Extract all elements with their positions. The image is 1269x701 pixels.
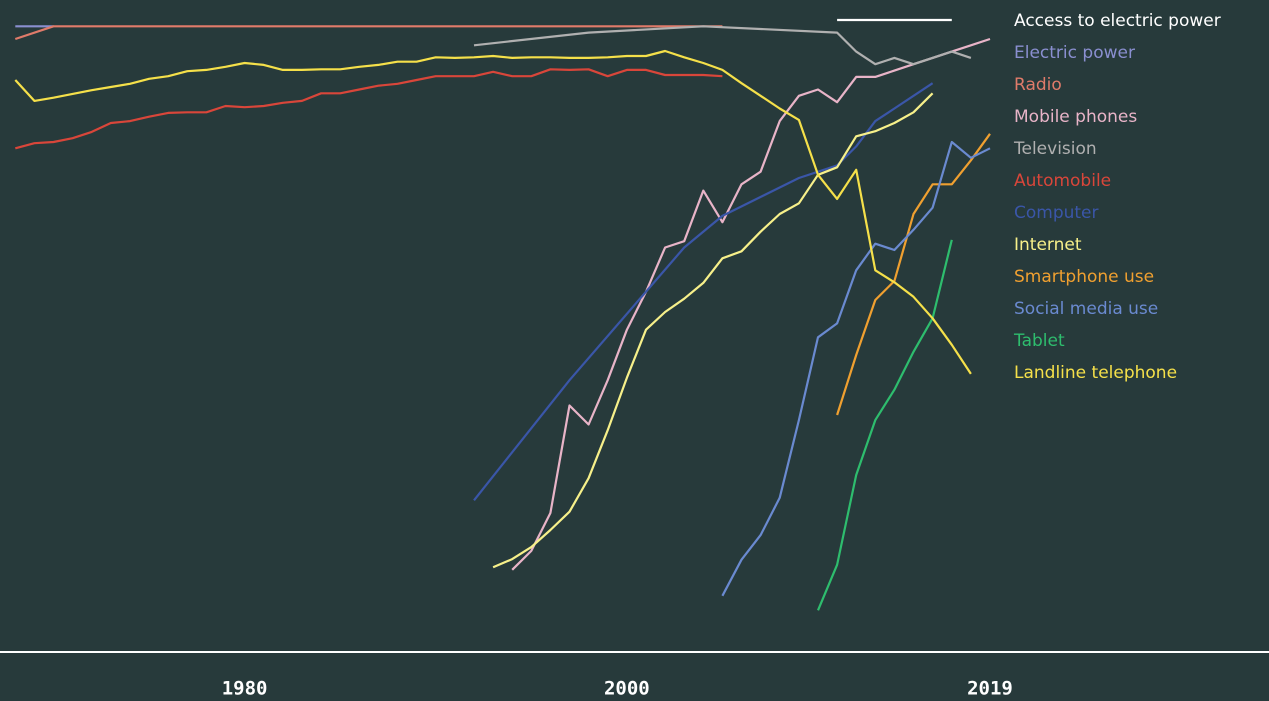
legend-label: Radio (1014, 75, 1062, 95)
series-line (836, 133, 991, 416)
legend-label: Mobile phones (1014, 107, 1137, 127)
series-line (15, 68, 723, 150)
legend-label: Electric power (1014, 43, 1135, 63)
series-line (816, 239, 953, 611)
legend-label: Television (1013, 139, 1097, 159)
x-tick-label: 2000 (604, 678, 650, 700)
x-tick-label: 1980 (222, 678, 268, 700)
legend-label: Internet (1014, 235, 1082, 255)
series-line (473, 82, 934, 501)
legend-label: Landline telephone (1014, 363, 1177, 383)
series-line (14, 49, 972, 375)
legend-label: Computer (1014, 203, 1099, 223)
x-tick-label: 2019 (967, 678, 1013, 700)
series-line (14, 25, 723, 41)
legend-label: Automobile (1014, 171, 1111, 191)
legend-label: Access to electric power (1014, 11, 1221, 31)
legend-label: Smartphone use (1014, 267, 1154, 287)
series-line (473, 25, 972, 66)
legend-label: Social media use (1014, 299, 1158, 319)
legend-label: Tablet (1013, 331, 1065, 351)
series-line (511, 37, 991, 571)
series-line (492, 92, 934, 569)
series-line (721, 140, 991, 597)
